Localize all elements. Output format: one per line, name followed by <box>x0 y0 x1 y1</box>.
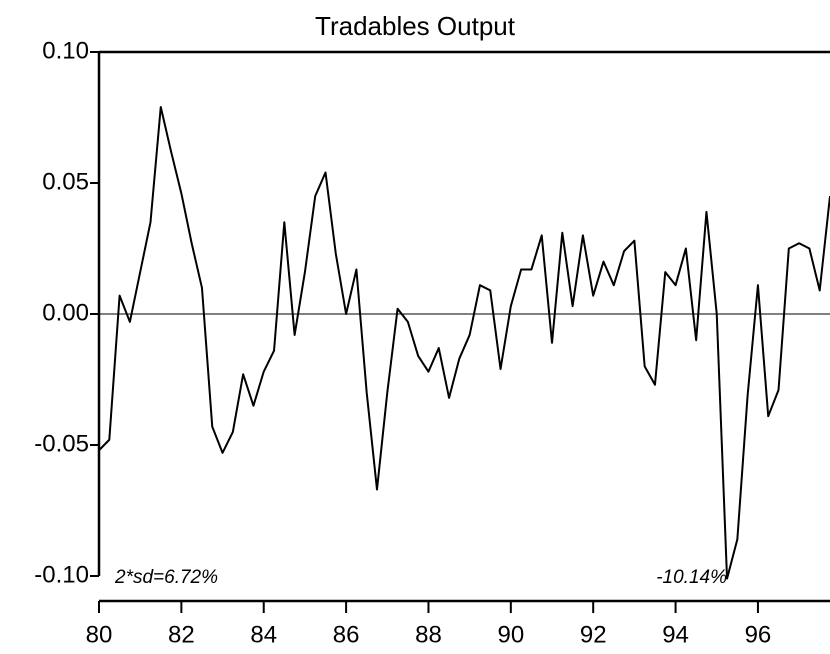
annotation: 2*sd=6.72% <box>114 567 218 588</box>
y-tick-label: 0.05 <box>42 168 89 195</box>
x-tick-label: 92 <box>580 621 607 648</box>
x-tick-label: 96 <box>745 621 772 648</box>
y-tick-label: -0.10 <box>34 561 89 588</box>
x-tick-label: 80 <box>86 621 113 648</box>
x-tick-label: 82 <box>168 621 195 648</box>
x-tick-label: 94 <box>662 621 689 648</box>
annotation: -10.14% <box>656 567 727 588</box>
x-tick-label: 88 <box>415 621 442 648</box>
data-line <box>98 106 830 580</box>
x-tick-label: 84 <box>250 621 277 648</box>
y-tick-label: 0.00 <box>42 299 89 326</box>
x-tick-label: 86 <box>333 621 360 648</box>
y-tick-label: 0.10 <box>42 37 89 64</box>
x-tick-label: 90 <box>497 621 524 648</box>
y-tick-label: -0.05 <box>34 430 89 457</box>
chart-title: Tradables Output <box>315 11 516 41</box>
